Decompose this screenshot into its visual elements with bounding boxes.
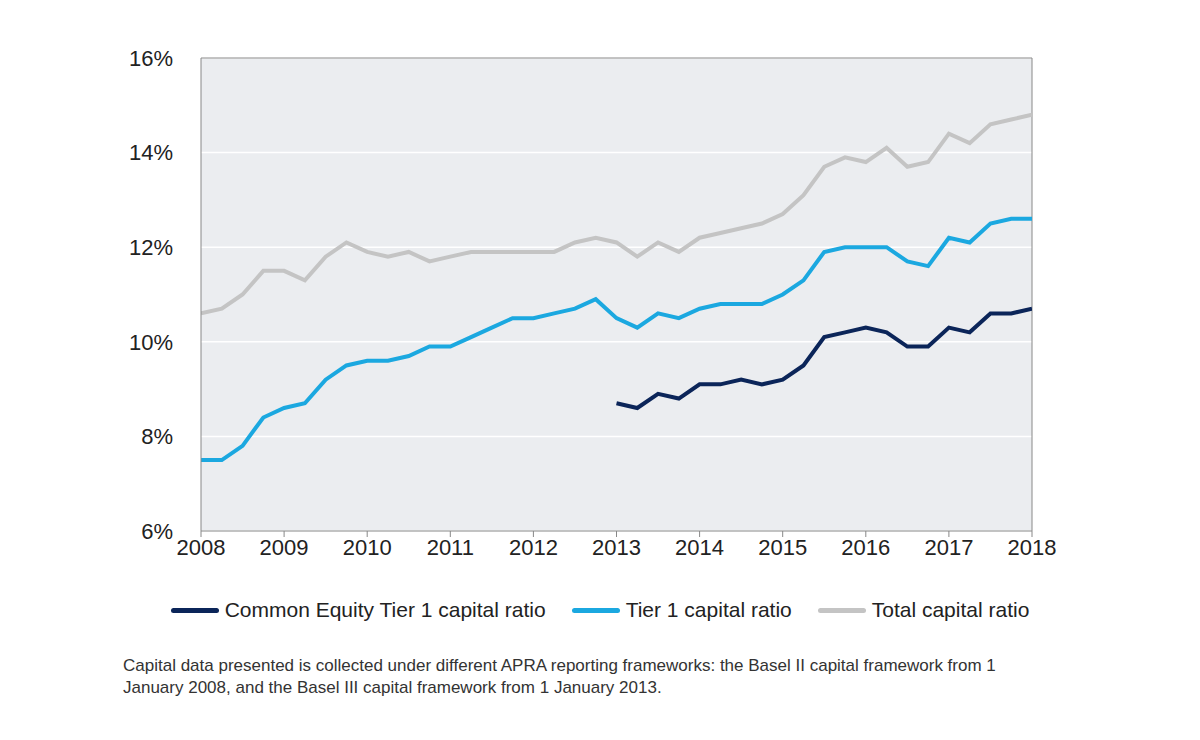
svg-text:2015: 2015 xyxy=(758,535,807,560)
svg-text:2008: 2008 xyxy=(177,535,226,560)
html-text:Capital data presented is coll: Capital data presented is collected unde… xyxy=(123,656,996,697)
html-text:Tier 1 capital ratio: Tier 1 capital ratio xyxy=(625,598,792,621)
svg-text:14%: 14% xyxy=(129,140,173,165)
svg-text:8%: 8% xyxy=(141,424,173,449)
svg-text:2018: 2018 xyxy=(1008,535,1057,560)
svg-text:2011: 2011 xyxy=(427,535,474,560)
svg-text:16%: 16% xyxy=(129,46,173,71)
svg-text:2010: 2010 xyxy=(343,535,392,560)
svg-text:2009: 2009 xyxy=(260,535,309,560)
html-text:Total capital ratio: Total capital ratio xyxy=(871,598,1030,621)
svg-text:6%: 6% xyxy=(141,519,173,544)
html-text:Common Equity Tier 1 capital r: Common Equity Tier 1 capital ratio xyxy=(224,598,546,621)
svg-text:2012: 2012 xyxy=(509,535,558,560)
svg-text:10%: 10% xyxy=(129,330,173,355)
svg-text:2016: 2016 xyxy=(841,535,890,560)
svg-text:2017: 2017 xyxy=(924,535,973,560)
svg-text:2013: 2013 xyxy=(592,535,641,560)
svg-text:2014: 2014 xyxy=(675,535,724,560)
svg-text:12%: 12% xyxy=(129,235,173,260)
